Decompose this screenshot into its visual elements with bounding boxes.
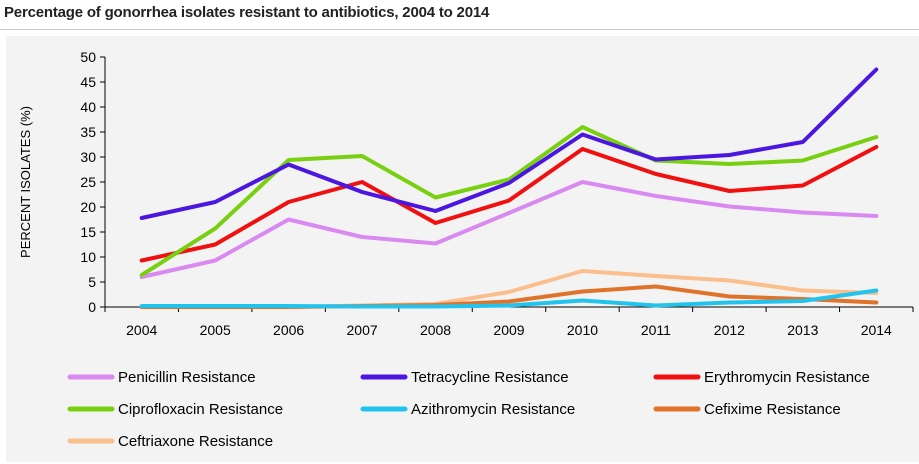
- legend-label-azithromycin-resistance: Azithromycin Resistance: [411, 401, 575, 418]
- series-line-tetracycline-resistance: [139, 67, 879, 220]
- y-tick-label: 40: [80, 99, 96, 115]
- x-tick-label: 2011: [641, 322, 671, 338]
- y-tick-label: 25: [80, 174, 96, 190]
- y-tick-label: 10: [80, 249, 96, 265]
- legend-label-ciprofloxacin-resistance: Ciprofloxacin Resistance: [118, 401, 283, 418]
- x-tick-label: 2013: [787, 322, 818, 338]
- y-tick-label: 50: [80, 49, 96, 65]
- legend-label-cefixime-resistance: Cefixime Resistance: [704, 401, 841, 418]
- y-tick-label: 45: [80, 74, 96, 90]
- x-tick-label: 2012: [714, 322, 745, 338]
- series-line-azithromycin-resistance: [139, 288, 879, 309]
- y-tick-label: 20: [80, 199, 96, 215]
- x-tick-label: 2004: [126, 322, 157, 338]
- y-tick-label: 5: [88, 274, 96, 290]
- y-tick-label: 30: [80, 149, 96, 165]
- y-tick-label: 0: [88, 299, 96, 315]
- y-axis-title: PERCENT ISOLATES (%): [18, 106, 33, 258]
- series-line-ciprofloxacin-resistance: [139, 125, 879, 277]
- x-tick-label: 2009: [493, 322, 524, 338]
- x-tick-label: 2014: [861, 322, 892, 338]
- legend-label-penicillin-resistance: Penicillin Resistance: [118, 369, 256, 386]
- line-chart: 0 5 10 15 20 25 30 35 40 45 50 2004 2005 2006 2007 2008…: [18, 49, 914, 450]
- chart-title: Percentage of gonorrhea isolates resista…: [4, 4, 490, 21]
- y-tick-label: 15: [80, 224, 96, 240]
- series-line-erythromycin-resistance: [139, 145, 879, 263]
- legend-label-ceftriaxone-resistance: Ceftriaxone Resistance: [118, 433, 273, 450]
- series-line-penicillin-resistance: [139, 180, 879, 279]
- legend-label-tetracycline-resistance: Tetracycline Resistance: [411, 369, 569, 386]
- x-tick-label: 2007: [347, 322, 378, 338]
- legend-label-erythromycin-resistance: Erythromycin Resistance: [704, 369, 870, 386]
- chart-panel: 0 5 10 15 20 25 30 35 40 45 50 2004 2005 2006 2007 2008…: [6, 36, 919, 462]
- x-tick-label: 2006: [273, 322, 304, 338]
- x-tick-label: 2005: [200, 322, 231, 338]
- x-tick-label: 2008: [420, 322, 451, 338]
- x-tick-label: 2010: [567, 322, 598, 338]
- y-tick-label: 35: [80, 124, 96, 140]
- title-divider: [0, 29, 919, 30]
